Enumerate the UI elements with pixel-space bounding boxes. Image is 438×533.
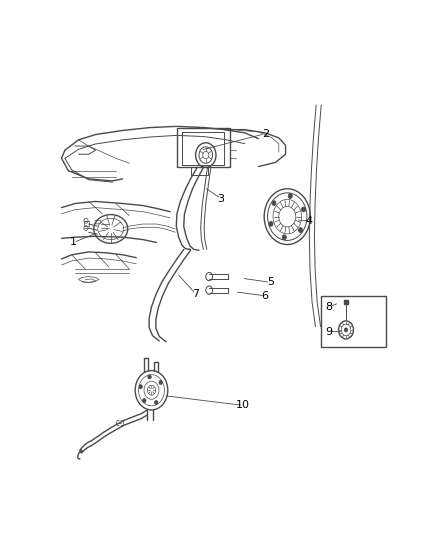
Circle shape bbox=[155, 400, 158, 405]
Circle shape bbox=[148, 375, 151, 379]
Circle shape bbox=[344, 328, 348, 332]
Circle shape bbox=[143, 399, 146, 402]
Circle shape bbox=[282, 235, 286, 240]
Circle shape bbox=[139, 385, 142, 389]
Text: 5: 5 bbox=[267, 277, 274, 287]
Text: 1: 1 bbox=[70, 238, 77, 247]
Text: 4: 4 bbox=[306, 216, 313, 226]
Text: 3: 3 bbox=[218, 193, 225, 204]
Bar bbox=[84, 221, 89, 225]
Circle shape bbox=[288, 193, 292, 198]
Text: 10: 10 bbox=[236, 400, 250, 410]
Text: 2: 2 bbox=[261, 129, 269, 139]
Text: 8: 8 bbox=[325, 302, 332, 312]
Bar bbox=[321, 296, 386, 347]
Text: 6: 6 bbox=[262, 291, 268, 301]
Circle shape bbox=[301, 207, 306, 212]
Circle shape bbox=[159, 381, 162, 384]
Text: 9: 9 bbox=[325, 327, 332, 336]
Circle shape bbox=[299, 228, 303, 232]
Circle shape bbox=[272, 201, 276, 206]
Text: 7: 7 bbox=[192, 289, 199, 299]
Circle shape bbox=[269, 221, 273, 226]
Bar bbox=[344, 300, 348, 304]
